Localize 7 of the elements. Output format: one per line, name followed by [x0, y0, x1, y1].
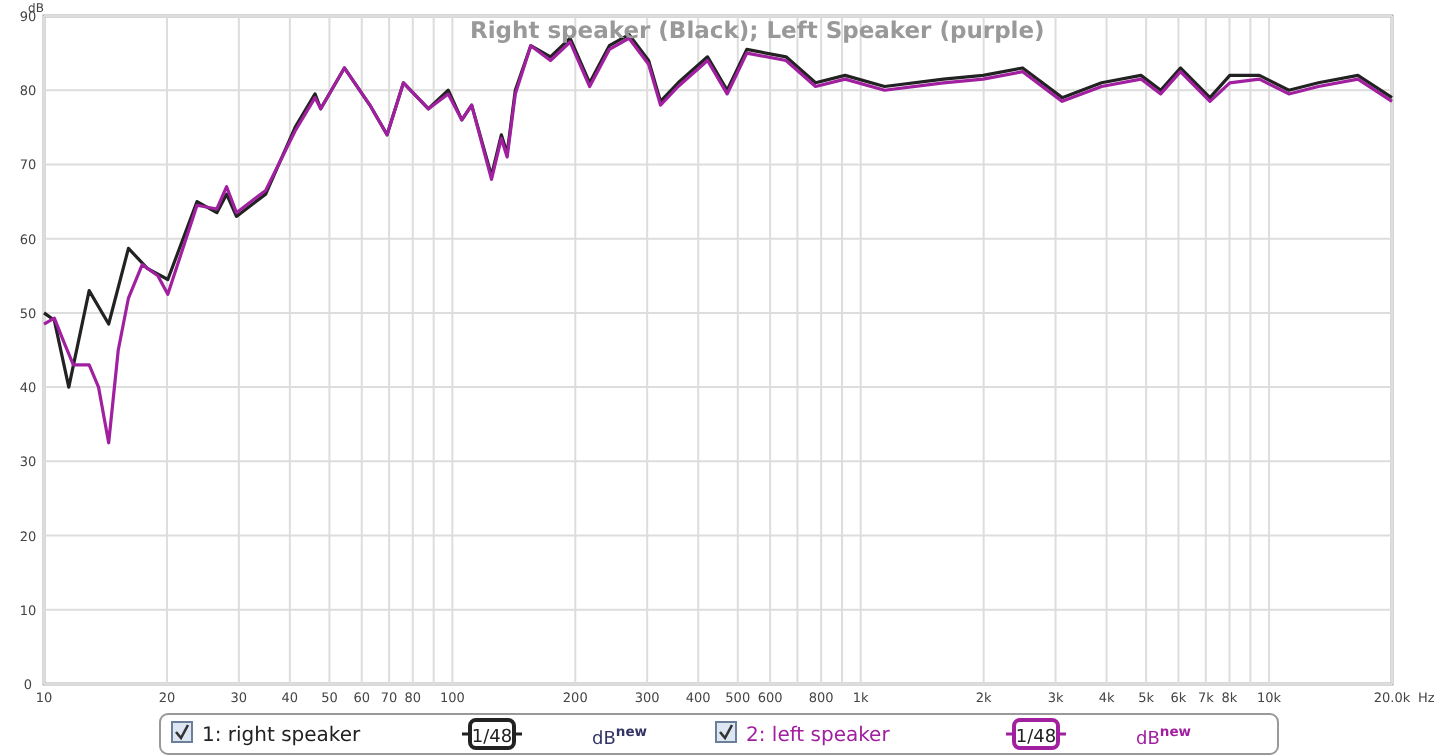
text: dB$^{new}$ — [592, 724, 648, 750]
text: 1/48 — [471, 728, 513, 748]
text: 1/48 — [1015, 728, 1057, 748]
text: dB$^{new}$ — [1136, 724, 1192, 750]
chart-title: Right speaker (Black); Left Speaker (purple) — [470, 16, 1045, 44]
text: 1: right speaker — [202, 725, 363, 747]
text: 2: left speaker — [746, 725, 892, 747]
